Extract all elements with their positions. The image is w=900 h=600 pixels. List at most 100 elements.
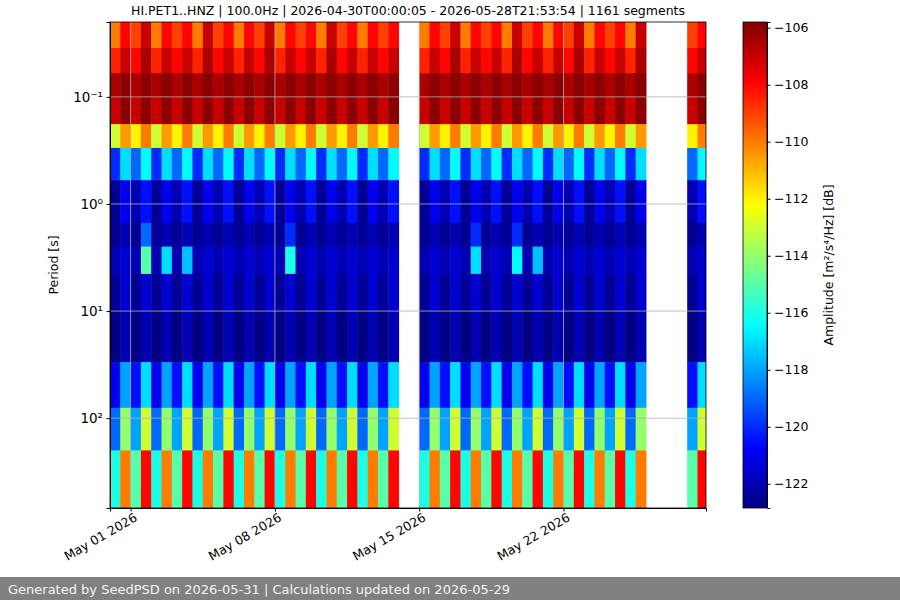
cell — [192, 408, 203, 451]
cell — [543, 22, 554, 49]
cell — [388, 180, 399, 223]
tick: May 08 2026 — [206, 508, 284, 563]
cell — [306, 311, 317, 363]
cell — [564, 247, 575, 275]
cell — [460, 124, 471, 148]
cell — [110, 73, 121, 97]
cell — [687, 362, 698, 408]
cell — [296, 223, 307, 247]
cell — [285, 223, 296, 247]
cell — [378, 97, 389, 125]
cell — [285, 274, 296, 312]
cell — [131, 247, 142, 275]
cell — [481, 362, 492, 408]
cell — [141, 362, 152, 408]
tick-label: −122 — [774, 476, 808, 491]
cell — [296, 362, 307, 408]
cell — [564, 408, 575, 451]
cell — [192, 73, 203, 97]
cell — [182, 408, 193, 451]
cell — [450, 450, 461, 508]
cell — [378, 148, 389, 181]
cell — [512, 274, 523, 312]
cell — [543, 274, 554, 312]
cell — [162, 73, 173, 97]
cell — [636, 148, 647, 181]
cell — [347, 408, 358, 451]
cell — [337, 73, 348, 97]
cell — [430, 450, 441, 508]
cell — [234, 148, 245, 181]
tick-label: −108 — [774, 77, 808, 92]
cell — [162, 450, 173, 508]
cell — [512, 311, 523, 363]
tick-mark — [107, 97, 111, 98]
cell — [440, 247, 451, 275]
cell — [471, 274, 482, 312]
cell — [285, 124, 296, 148]
cell — [151, 408, 162, 451]
cell — [440, 48, 451, 74]
cell — [460, 362, 471, 408]
cell — [265, 148, 276, 181]
cell — [265, 247, 276, 275]
cell — [131, 450, 142, 508]
cell — [625, 124, 636, 148]
cell — [234, 362, 245, 408]
cell — [141, 22, 152, 49]
cell — [564, 223, 575, 247]
cell — [502, 450, 513, 508]
cell — [223, 362, 234, 408]
cell — [481, 223, 492, 247]
cell — [275, 22, 286, 49]
cell — [151, 362, 162, 408]
cell — [636, 48, 647, 74]
cell — [625, 73, 636, 97]
tick-mark — [767, 199, 771, 200]
cell — [605, 22, 616, 49]
tick-label: −120 — [774, 419, 808, 434]
cell — [254, 274, 265, 312]
cell — [223, 48, 234, 74]
cell — [306, 180, 317, 223]
cell — [512, 97, 523, 125]
cell — [440, 362, 451, 408]
cell — [131, 124, 142, 148]
cell — [223, 148, 234, 181]
cell — [584, 311, 595, 363]
tick: May 15 2026 — [350, 508, 428, 563]
cell — [605, 362, 616, 408]
cell — [141, 247, 152, 275]
cell — [337, 97, 348, 125]
cell — [553, 362, 564, 408]
cell — [687, 311, 698, 363]
cell — [471, 311, 482, 363]
cell — [141, 73, 152, 97]
cell — [605, 124, 616, 148]
cell — [697, 22, 706, 49]
cell — [203, 180, 214, 223]
cell — [182, 124, 193, 148]
cell — [326, 450, 337, 508]
cell — [275, 73, 286, 97]
cell — [574, 274, 585, 312]
cell — [265, 450, 276, 508]
cell — [605, 73, 616, 97]
cell — [120, 362, 131, 408]
cell — [564, 362, 575, 408]
tick-label: −114 — [774, 248, 808, 263]
cell — [522, 408, 533, 451]
cell — [460, 223, 471, 247]
cell — [234, 124, 245, 148]
cell — [440, 148, 451, 181]
cell — [131, 148, 142, 181]
cell — [388, 311, 399, 363]
cell — [502, 311, 513, 363]
cell — [254, 124, 265, 148]
cell — [615, 97, 626, 125]
cell — [337, 311, 348, 363]
cell — [378, 311, 389, 363]
cell — [234, 180, 245, 223]
cell — [265, 180, 276, 223]
cell — [512, 180, 523, 223]
